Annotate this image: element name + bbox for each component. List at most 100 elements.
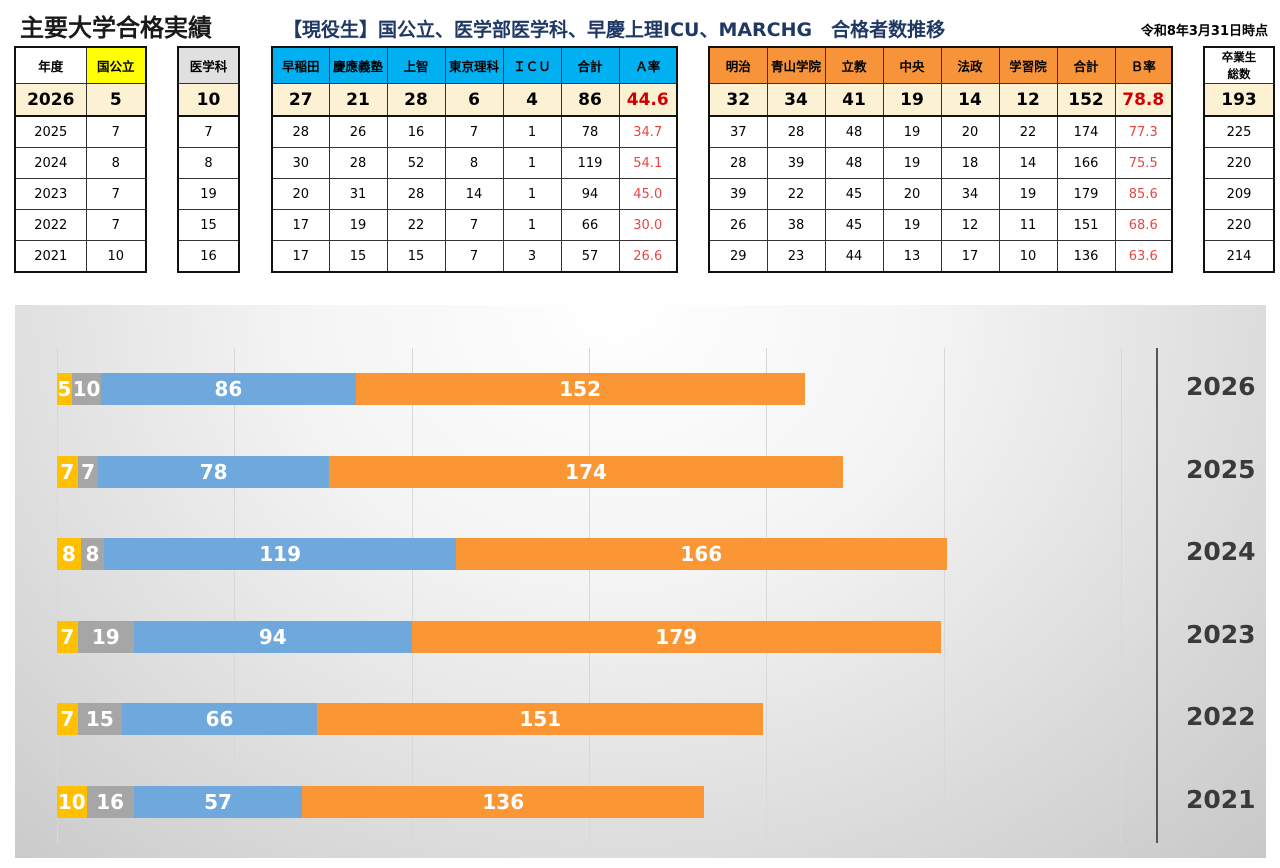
- table-cell: 57: [560, 240, 620, 273]
- table-cell: 38: [766, 209, 826, 241]
- data-label: 119: [259, 542, 301, 567]
- category-label: 2022: [1186, 702, 1256, 732]
- table-cell: 10: [177, 83, 240, 117]
- table-cell: 17: [271, 240, 330, 273]
- table-cell: 34.7: [618, 115, 678, 148]
- bar-segment: 57: [133, 786, 303, 818]
- col-header: Ａ率: [618, 46, 678, 84]
- year-separator-line: [1156, 348, 1158, 843]
- table-cell: 7: [85, 115, 147, 148]
- table-cell: 63.6: [1114, 240, 1173, 273]
- bar-segment: 94: [133, 620, 412, 653]
- table-cell: 152: [1056, 83, 1116, 117]
- table-cell: 12: [998, 83, 1058, 117]
- table-cell: 174: [1056, 115, 1116, 148]
- data-label: 5: [57, 377, 72, 401]
- table-cell: 3: [502, 240, 562, 273]
- col-header: 学習院: [998, 46, 1058, 84]
- data-label: 10: [72, 377, 101, 401]
- gridline: [589, 348, 590, 843]
- table-cell: 119: [560, 147, 620, 179]
- category-label: 2026: [1186, 372, 1256, 401]
- table-cell: 1: [502, 147, 562, 179]
- table-cell: 28: [271, 115, 330, 148]
- header-line: 総数: [1227, 66, 1251, 81]
- col-header: 法政: [940, 46, 1000, 84]
- category-label: 2025: [1186, 454, 1256, 484]
- gridline: [411, 348, 413, 843]
- table-cell: 5: [85, 83, 147, 117]
- bar-segment: 152: [355, 373, 805, 405]
- col-header: 上智: [386, 46, 446, 84]
- page-subtitle: 【現役生】国公立、医学部医学科、早慶上理ICU、MARCHG 合格者数推移: [283, 19, 946, 41]
- col-header-igaku: 医学科: [177, 46, 240, 84]
- table-cell: 7: [444, 115, 504, 148]
- table-cell: 34: [940, 178, 1000, 210]
- table-cell: 10: [998, 240, 1058, 273]
- bar-segment: 10: [57, 786, 87, 818]
- data-label: 152: [559, 377, 601, 401]
- table-cell: 2022: [14, 209, 87, 241]
- table-cell: 13: [882, 240, 942, 273]
- table-cell: 8: [444, 147, 504, 179]
- table-cell: 14: [444, 178, 504, 210]
- data-label: 78: [199, 459, 228, 484]
- table-cell: 2025: [14, 115, 87, 148]
- table-cell: 12: [940, 209, 1000, 241]
- col-header: 早稲田: [271, 46, 330, 84]
- data-label: 10: [57, 790, 86, 814]
- col-header: 立教: [824, 46, 884, 84]
- table-cell: 17: [271, 209, 330, 241]
- table-cell: 16: [386, 115, 446, 148]
- table-cell: 22: [998, 115, 1058, 148]
- table-cell: 2023: [14, 178, 87, 210]
- table-cell: 30: [271, 147, 330, 179]
- table-cell: 45: [824, 209, 884, 241]
- bar-segment: 86: [101, 373, 356, 405]
- col-header: 慶應義塾: [328, 46, 388, 84]
- table-cell: 48: [824, 147, 884, 179]
- table-cell: 14: [998, 147, 1058, 179]
- table-cell: 7: [444, 240, 504, 273]
- data-label: 19: [91, 624, 120, 649]
- data-label: 7: [60, 707, 75, 732]
- table-cell: 19: [328, 209, 388, 241]
- col-header-graduates: 卒業生 総数: [1203, 46, 1275, 84]
- data-label: 94: [258, 624, 287, 649]
- table-cell: 34: [766, 83, 826, 117]
- table-cell: 209: [1203, 178, 1275, 210]
- table-cell: 8: [177, 147, 240, 179]
- bar-segment: 15: [77, 703, 123, 736]
- table-marchg: 明治 青山学院 立教 中央 法政 学習院 合計 Ｂ率 32 34 41 19 14 12 152 78.8 37…: [708, 46, 1173, 273]
- table-cell: 85.6: [1114, 178, 1173, 210]
- data-label: 7: [60, 624, 75, 649]
- table-cell: 7: [85, 209, 147, 241]
- table-cell: 20: [882, 178, 942, 210]
- bar-segment: 7: [57, 455, 78, 488]
- table-cell: 17: [940, 240, 1000, 273]
- table-cell: 7: [177, 115, 240, 148]
- table-cell: 54.1: [618, 147, 678, 179]
- col-header: 中央: [882, 46, 942, 84]
- data-label: 179: [655, 624, 698, 649]
- table-cell: 52: [386, 147, 446, 179]
- table-cell: 2024: [14, 147, 87, 179]
- table-cell: 77.3: [1114, 115, 1173, 148]
- table-cell: 2021: [14, 240, 87, 273]
- gridline: [234, 348, 236, 843]
- table-cell: 16: [177, 240, 240, 273]
- bar-segment: 119: [104, 538, 456, 571]
- header-line: 卒業生: [1221, 49, 1257, 64]
- table-cell: 44.6: [618, 83, 678, 117]
- table-cell: 23: [766, 240, 826, 273]
- data-label: 66: [205, 707, 234, 732]
- table-cell: 66: [560, 209, 620, 241]
- table-cell: 26: [328, 115, 388, 148]
- table-cell: 10: [85, 240, 147, 273]
- table-cell: 1: [502, 209, 562, 241]
- table-cell: 19: [882, 83, 942, 117]
- table-cell: 26.6: [618, 240, 678, 273]
- data-label: 8: [61, 542, 76, 567]
- table-cell: 193: [1203, 83, 1275, 117]
- data-label: 7: [81, 459, 95, 484]
